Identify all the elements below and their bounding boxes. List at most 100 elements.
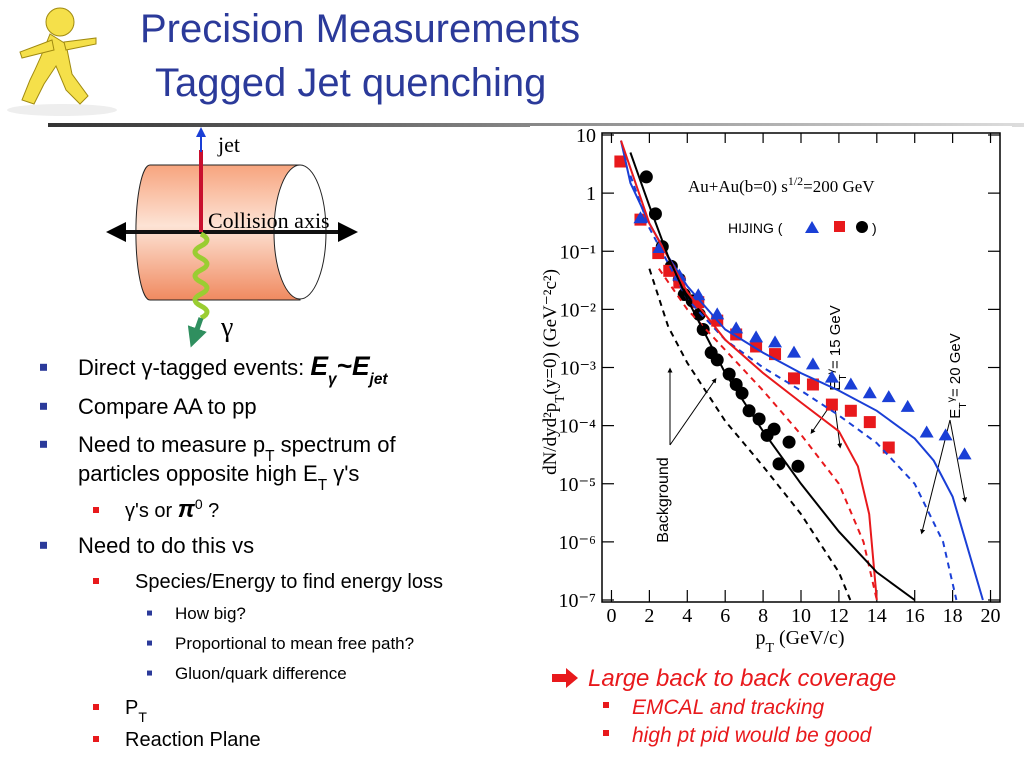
- annotation: Background: [655, 457, 672, 542]
- text-part: E: [310, 351, 329, 381]
- bullet-marker: [147, 670, 152, 676]
- data-point: [767, 422, 781, 436]
- title-line: Tagged Jet quenching: [155, 61, 546, 105]
- x-tick-label: 6: [720, 605, 730, 627]
- text-part: (y=0) (GeV⁻²c²): [540, 269, 561, 395]
- collision-diagram: jet Collision axis γ: [106, 127, 358, 348]
- bullet-text: Large back to back coverage: [588, 665, 896, 692]
- text-part: T: [552, 395, 567, 403]
- bullet-text: Species/Energy to find energy loss: [135, 571, 443, 593]
- bullet-text: Need to measure pT spectrum of: [78, 432, 396, 465]
- text-part: particles opposite high E: [78, 461, 318, 486]
- text-part: γ: [945, 396, 957, 402]
- text-part: E: [352, 351, 371, 381]
- bullet-marker: [147, 610, 152, 616]
- x-tick-label: 0: [606, 605, 616, 627]
- y-tick-label: 10⁻³: [559, 358, 596, 380]
- data-point: [786, 345, 801, 358]
- bullet-text: γ's or π0 ?: [125, 496, 219, 523]
- text-part: γ's: [327, 461, 359, 486]
- bullet-marker: [603, 730, 609, 736]
- title-rule: [48, 123, 1024, 127]
- bullet-marker: [40, 440, 47, 448]
- text-part: T: [765, 641, 774, 656]
- data-point: [805, 357, 820, 370]
- text-part: HIJING (: [728, 220, 783, 236]
- bullet-text: EMCAL and tracking: [632, 696, 825, 719]
- data-point: [806, 378, 819, 391]
- data-point: [633, 211, 648, 224]
- text-part: γ: [328, 371, 338, 388]
- data-point: [919, 425, 934, 438]
- x-tick-label: 8: [758, 605, 768, 627]
- curve: [629, 175, 958, 601]
- data-point: [614, 155, 627, 168]
- text-part: T: [957, 402, 969, 409]
- annotation-arrow: [949, 419, 967, 503]
- text-part: Gluon/quark difference: [175, 664, 347, 683]
- text-part: T: [837, 374, 849, 381]
- text-part: ): [872, 220, 877, 236]
- data-point: [787, 372, 800, 385]
- y-tick-label: 10⁻⁷: [558, 590, 596, 612]
- text-part: 0: [195, 496, 203, 512]
- text-part: Need to measure p: [78, 432, 265, 457]
- data-point: [843, 377, 858, 390]
- x-tick-label: 16: [905, 605, 925, 627]
- text-part: Reaction Plane: [125, 729, 261, 751]
- text-part: Compare AA to pp: [78, 394, 257, 419]
- x-tick-label: 4: [682, 605, 692, 627]
- text-part: jet: [368, 371, 389, 388]
- data-point: [825, 398, 838, 411]
- text-part: ?: [203, 500, 220, 522]
- y-tick-label: 10⁻⁵: [558, 474, 596, 496]
- y-tick-label: 10: [576, 125, 596, 147]
- x-axis-label: pT (GeV/c): [755, 627, 844, 656]
- curve: [658, 268, 878, 601]
- y-axis-label: dN/dyd²pT(y=0) (GeV⁻²c²): [540, 269, 567, 475]
- bullet-marker: [93, 704, 99, 710]
- annotation: ETγ= 20 GeV: [945, 333, 969, 418]
- x-tick-label: 14: [867, 605, 887, 627]
- text-part: γ: [825, 368, 837, 374]
- diagram-label: γ: [220, 312, 233, 343]
- y-tick-label: 10⁻²: [559, 299, 596, 321]
- y-tick-label: 10⁻¹: [559, 241, 596, 263]
- data-point: [652, 247, 665, 260]
- data-point: [691, 288, 706, 301]
- data-point: [881, 390, 896, 403]
- legend-glyph: [834, 221, 845, 232]
- bullet-list: Large back to back coverage EMCAL and tra…: [552, 665, 896, 747]
- data-point: [782, 435, 796, 449]
- text-part: (GeV/c): [774, 627, 845, 649]
- bullet-marker: [93, 736, 99, 742]
- text-part: p: [755, 627, 765, 649]
- bullet-text: PT: [125, 697, 147, 725]
- text-part: ~: [337, 351, 352, 381]
- text-part: How big?: [175, 604, 246, 623]
- text-part: Direct γ-tagged events:: [78, 355, 310, 380]
- bullet-text: Proportional to mean free path?: [175, 634, 414, 653]
- text-part: E: [827, 381, 844, 391]
- text-part: E: [947, 409, 964, 419]
- text-part: T: [318, 477, 328, 494]
- x-tick-label: 18: [943, 605, 963, 627]
- text-part: dN/dyd²p: [540, 403, 561, 475]
- data-point: [735, 386, 749, 400]
- diagram-label: jet: [217, 132, 240, 157]
- text-part: Proportional to mean free path?: [175, 634, 414, 653]
- text-part: P: [125, 697, 138, 719]
- y-tick-label: 10⁻⁴: [558, 416, 596, 438]
- curve: [629, 152, 916, 601]
- legend-glyph: [856, 221, 868, 233]
- bullet-marker: [93, 507, 99, 513]
- annotation-arrow: [669, 377, 717, 446]
- text-part: = 20 GeV: [947, 333, 964, 397]
- y-tick-label: 1: [586, 183, 596, 205]
- data-point: [768, 335, 783, 348]
- bullet-text: Compare AA to pp: [78, 394, 257, 419]
- diagram-label: Collision axis: [208, 208, 330, 233]
- bullet-marker: [40, 363, 47, 371]
- text-part: γ's or: [125, 500, 178, 522]
